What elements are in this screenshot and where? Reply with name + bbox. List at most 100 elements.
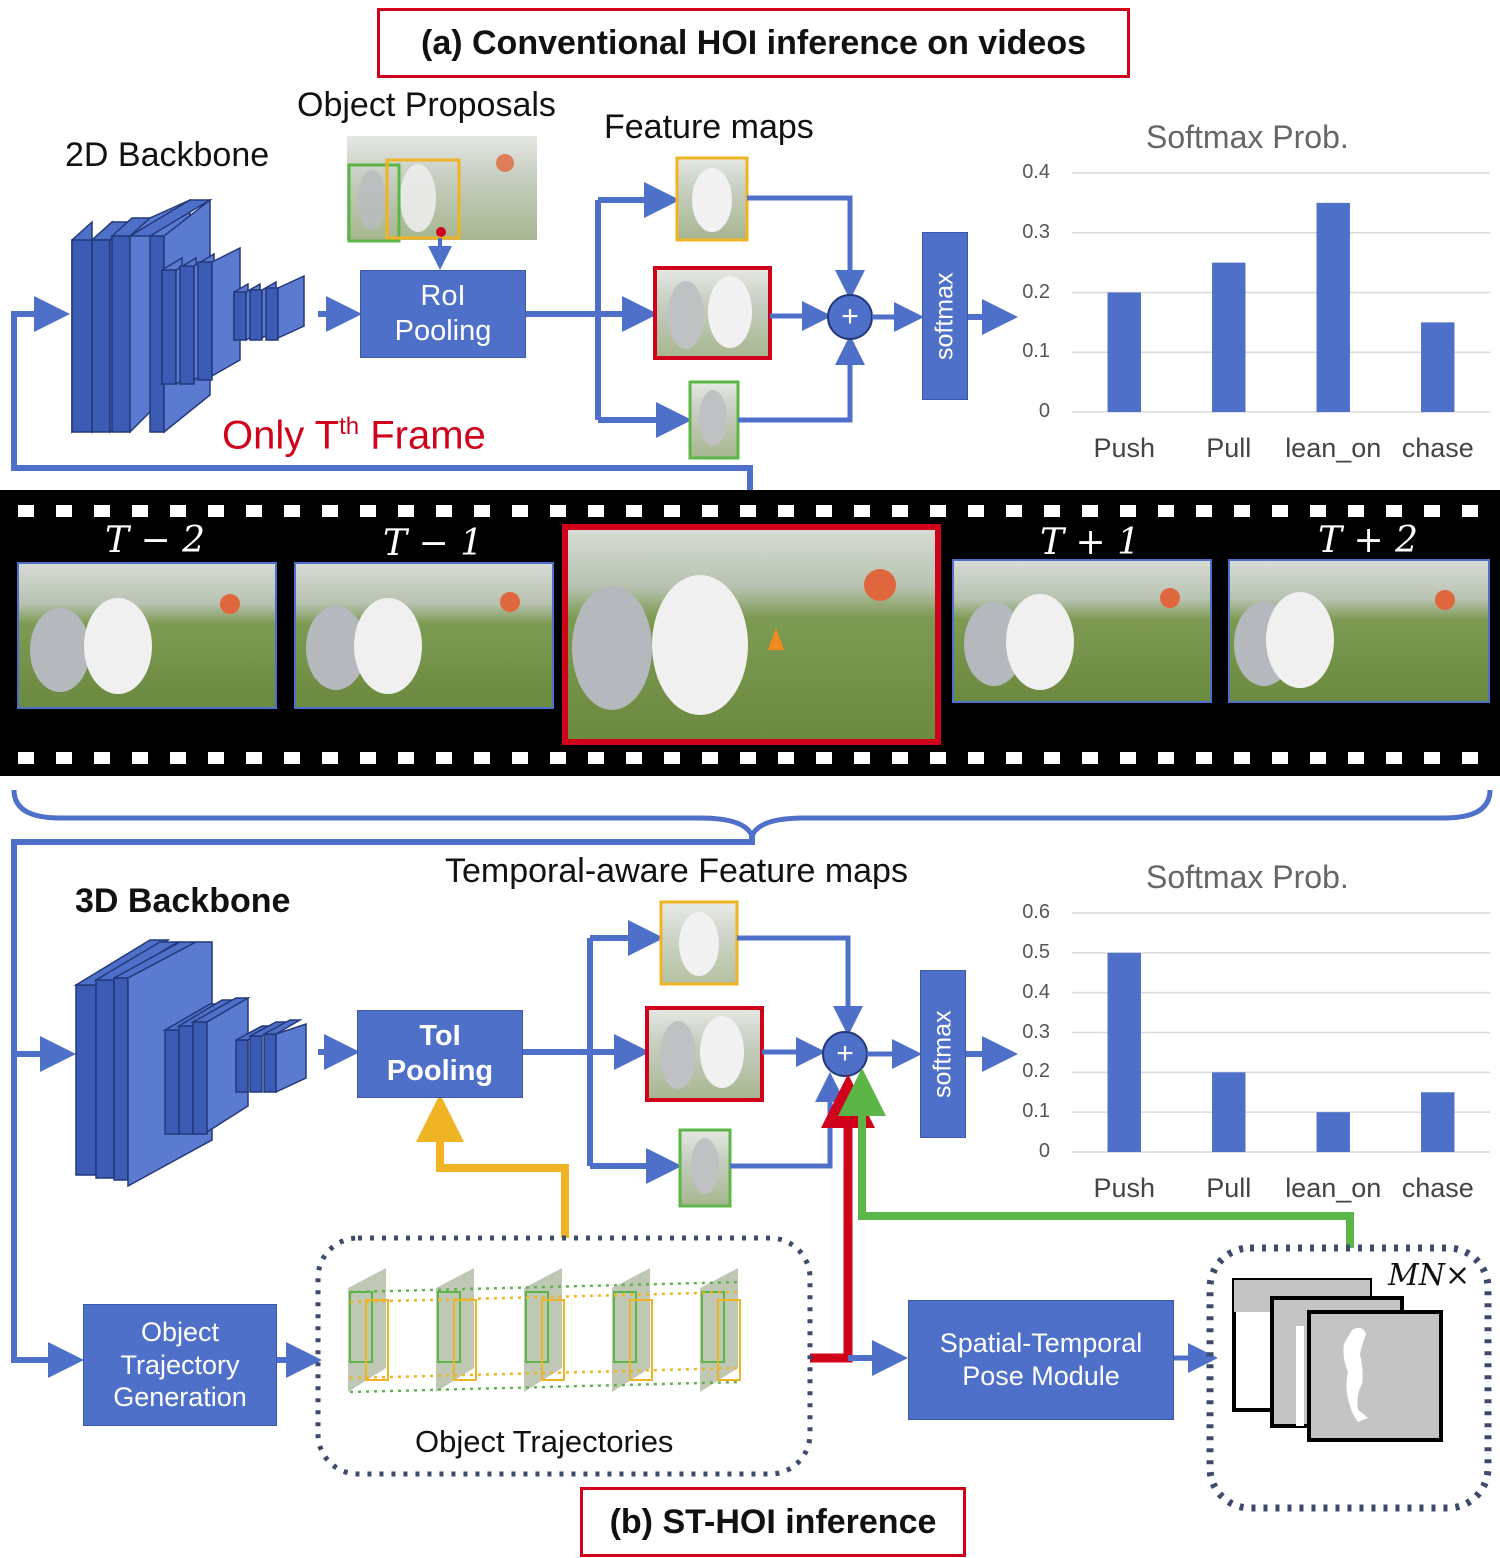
trajectory-yellow-box bbox=[717, 1299, 741, 1381]
film-perforation bbox=[778, 505, 794, 517]
film-perforation bbox=[1234, 752, 1250, 764]
chart-svg bbox=[1072, 172, 1490, 413]
section-b-title: (b) ST-HOI inference bbox=[580, 1487, 966, 1557]
film-perforation bbox=[1462, 505, 1478, 517]
softmax-label-bottom: softmax bbox=[928, 1010, 957, 1098]
film-perforation bbox=[1196, 752, 1212, 764]
film-perforation bbox=[56, 752, 72, 764]
film-perforation bbox=[1272, 752, 1288, 764]
film-perforation bbox=[1348, 505, 1364, 517]
film-perforation bbox=[892, 752, 908, 764]
chart-title: Softmax Prob. bbox=[1146, 119, 1349, 155]
film-perforation bbox=[170, 752, 186, 764]
chart-y-tick-label: 0.3 bbox=[1022, 220, 1050, 243]
film-perforation bbox=[1082, 505, 1098, 517]
chart-bar bbox=[1107, 292, 1141, 412]
trajectory-green-box bbox=[613, 1291, 637, 1363]
chart-y-tick-label: 0.2 bbox=[1022, 1060, 1050, 1083]
film-perforation bbox=[588, 505, 604, 517]
film-perforation bbox=[360, 505, 376, 517]
chart-category-label: lean_on bbox=[1285, 1173, 1382, 1203]
film-perforation bbox=[208, 505, 224, 517]
toi-pooling-line2: Pooling bbox=[386, 1055, 494, 1087]
trajectory-path bbox=[349, 1366, 741, 1380]
chart-bar bbox=[1421, 322, 1455, 412]
film-perforation bbox=[968, 505, 984, 517]
film-perforation bbox=[512, 752, 528, 764]
chart-y-tick-label: 0.5 bbox=[1022, 940, 1050, 963]
film-perforation bbox=[1196, 505, 1212, 517]
backbone-3d-icon bbox=[73, 939, 307, 1188]
roi-pooling-line1: RoI bbox=[420, 279, 466, 312]
pose-maps-box bbox=[1206, 1244, 1492, 1512]
film-perforation bbox=[740, 505, 756, 517]
temporal-feature-map-red bbox=[645, 1006, 764, 1102]
film-perforation bbox=[246, 752, 262, 764]
object-proposals-image bbox=[347, 136, 537, 243]
film-perforation bbox=[94, 752, 110, 764]
film-perforation bbox=[550, 752, 566, 764]
film-perforation bbox=[1424, 505, 1440, 517]
backbone-2d-label: 2D Backbone bbox=[65, 136, 270, 174]
section-a-title-text: (a) Conventional HOI inference on videos bbox=[421, 23, 1086, 62]
film-perforation bbox=[664, 505, 680, 517]
frame-label-t-plus-1: T + 1 bbox=[1040, 522, 1140, 563]
section-a-title: (a) Conventional HOI inference on videos bbox=[377, 8, 1130, 78]
film-perforation bbox=[1044, 752, 1060, 764]
trajectory-gen-line1: Object bbox=[140, 1316, 220, 1347]
chart-y-tick-label: 0 bbox=[1038, 400, 1050, 422]
film-perforation bbox=[398, 752, 414, 764]
film-perforation bbox=[588, 752, 604, 764]
chart-category-label: chase bbox=[1401, 1173, 1474, 1203]
film-perforation bbox=[816, 752, 832, 764]
chart-svg bbox=[1072, 912, 1490, 1153]
trajectory-yellow-box bbox=[365, 1299, 389, 1381]
chart-bar bbox=[1212, 1072, 1246, 1152]
feature-map-yellow bbox=[675, 156, 749, 242]
film-perforation bbox=[854, 752, 870, 764]
film-perforation bbox=[284, 752, 300, 764]
pose-module-line2: Pose Module bbox=[962, 1361, 1120, 1391]
film-perforation bbox=[322, 752, 338, 764]
pose-module-box: Spatial-Temporal Pose Module bbox=[908, 1300, 1174, 1420]
plus-symbol-bottom: + bbox=[836, 1037, 854, 1070]
toi-pooling-box: ToI Pooling bbox=[357, 1010, 523, 1098]
frame-t-minus-2 bbox=[17, 562, 277, 709]
roi-pooling-box: RoI Pooling bbox=[360, 270, 526, 358]
chart-category-label: lean_on bbox=[1285, 433, 1382, 463]
film-perforation bbox=[664, 752, 680, 764]
film-perforation bbox=[170, 505, 186, 517]
chart-bar bbox=[1316, 202, 1350, 412]
film-perforation bbox=[512, 505, 528, 517]
film-perforation bbox=[94, 505, 110, 517]
trajectory-yellow-box bbox=[541, 1299, 565, 1381]
film-perforation bbox=[436, 752, 452, 764]
only-frame-label: Only Tth Frame bbox=[222, 413, 486, 458]
chart-category-label: Push bbox=[1093, 433, 1156, 463]
film-perforation bbox=[1272, 505, 1288, 517]
film-perforation bbox=[968, 752, 984, 764]
temporal-feature-maps-label: Temporal-aware Feature maps bbox=[445, 852, 908, 890]
frame-t-plus-1 bbox=[952, 559, 1212, 703]
film-perforation bbox=[702, 752, 718, 764]
film-perforation bbox=[1386, 505, 1402, 517]
film-perforation bbox=[1120, 505, 1136, 517]
trajectory-gen-line2: Trajectory bbox=[120, 1349, 240, 1380]
softmax-box-bottom: softmax bbox=[920, 970, 966, 1138]
film-perforation bbox=[816, 505, 832, 517]
trajectory-green-box bbox=[701, 1291, 725, 1363]
film-perforation bbox=[1310, 505, 1326, 517]
chart-y-tick-label: 0.4 bbox=[1022, 980, 1050, 1003]
film-perforation bbox=[1006, 752, 1022, 764]
only-frame-sup: th bbox=[339, 413, 360, 440]
film-perforation bbox=[930, 505, 946, 517]
only-frame-suffix: Frame bbox=[359, 413, 486, 458]
video-frames bbox=[17, 524, 1490, 745]
chart-y-tick-label: 0.1 bbox=[1022, 1100, 1050, 1123]
chart-y-tick-label: 0 bbox=[1038, 1140, 1050, 1162]
film-perforation bbox=[1386, 752, 1402, 764]
film-perforation bbox=[1082, 752, 1098, 764]
brace-icon bbox=[11, 789, 1493, 843]
chart-category-label: Pull bbox=[1206, 433, 1252, 463]
film-perforation bbox=[474, 505, 490, 517]
